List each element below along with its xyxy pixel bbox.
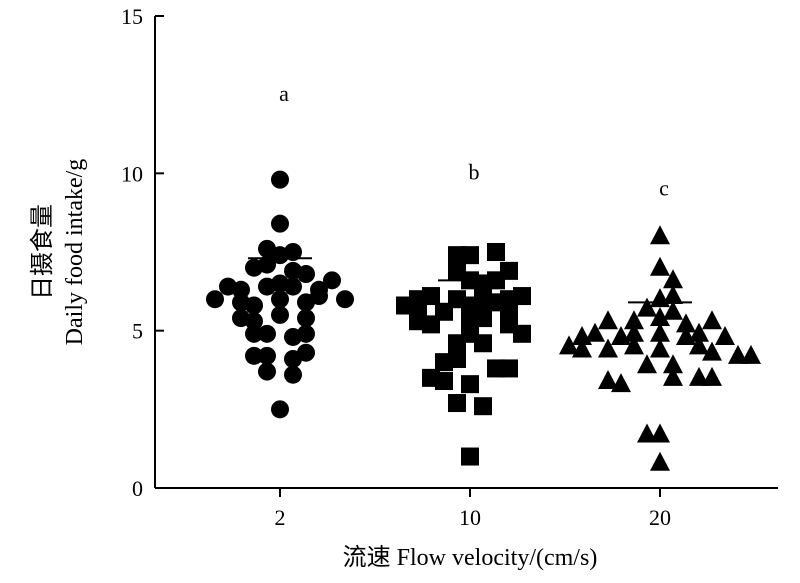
data-point-triangle bbox=[702, 341, 722, 361]
data-point-circle bbox=[336, 290, 354, 309]
data-point-square bbox=[513, 324, 531, 343]
data-point-circle bbox=[232, 280, 250, 299]
mean-lines bbox=[248, 257, 692, 304]
data-point-triangle bbox=[598, 338, 618, 358]
data-point-triangle bbox=[611, 373, 631, 393]
data-point-triangle bbox=[689, 335, 709, 355]
y-axis-title-chinese: 日摄食量 bbox=[29, 204, 56, 300]
data-point-triangle bbox=[663, 300, 683, 320]
significance-labels: a b c bbox=[279, 81, 669, 200]
data-point-square bbox=[422, 315, 440, 334]
data-point-circle bbox=[271, 290, 289, 309]
data-point-square bbox=[461, 246, 479, 265]
data-point-circle bbox=[297, 343, 315, 362]
x-ticks: 2 10 20 bbox=[275, 488, 671, 530]
data-point-square bbox=[474, 334, 492, 353]
data-point-square bbox=[474, 397, 492, 416]
data-point-triangle bbox=[741, 344, 761, 364]
data-point-square bbox=[461, 375, 479, 394]
data-point-circle bbox=[258, 346, 276, 365]
data-point-triangle bbox=[572, 338, 592, 358]
data-point-triangle bbox=[650, 338, 670, 358]
data-point-triangle bbox=[650, 322, 670, 342]
y-tick-label: 0 bbox=[132, 476, 143, 501]
data-points bbox=[206, 170, 761, 471]
data-point-circle bbox=[245, 324, 263, 343]
data-point-square bbox=[513, 287, 531, 306]
significance-label: a bbox=[279, 81, 289, 106]
y-ticks: 0 5 10 15 bbox=[121, 4, 164, 501]
data-point-triangle bbox=[598, 369, 618, 389]
data-point-triangle bbox=[689, 322, 709, 342]
data-point-triangle bbox=[663, 285, 683, 305]
data-point-circle bbox=[245, 346, 263, 365]
data-point-triangle bbox=[637, 297, 657, 317]
data-point-triangle bbox=[559, 335, 579, 355]
data-point-circle bbox=[258, 362, 276, 381]
y-axis-title-english: Daily food intake/g bbox=[62, 159, 88, 346]
data-point-triangle bbox=[702, 366, 722, 386]
data-point-triangle bbox=[676, 313, 696, 333]
data-point-circle bbox=[271, 400, 289, 419]
data-point-triangle bbox=[663, 269, 683, 289]
data-point-triangle bbox=[650, 256, 670, 276]
data-point-square bbox=[500, 359, 518, 378]
data-point-circle bbox=[206, 290, 224, 309]
x-tick-label: 2 bbox=[275, 505, 286, 530]
data-point-circle bbox=[245, 312, 263, 331]
data-point-triangle bbox=[650, 451, 670, 471]
data-point-triangle bbox=[715, 325, 735, 345]
data-point-triangle bbox=[702, 310, 722, 330]
y-tick-label: 5 bbox=[132, 319, 143, 344]
data-point-triangle bbox=[585, 322, 605, 342]
data-point-triangle bbox=[650, 307, 670, 327]
significance-label: b bbox=[469, 160, 480, 185]
data-point-square bbox=[448, 349, 466, 368]
data-point-square bbox=[448, 334, 466, 353]
data-point-circle bbox=[284, 277, 302, 296]
data-point-square bbox=[435, 372, 453, 391]
data-point-circle bbox=[323, 271, 341, 290]
data-point-circle bbox=[284, 365, 302, 384]
y-tick-label: 15 bbox=[121, 4, 143, 29]
data-point-triangle bbox=[598, 310, 618, 330]
data-point-circle bbox=[258, 324, 276, 343]
data-point-circle bbox=[271, 170, 289, 189]
data-point-square bbox=[448, 394, 466, 413]
data-point-square bbox=[487, 243, 505, 261]
data-point-square bbox=[422, 287, 440, 306]
data-point-circle bbox=[271, 305, 289, 324]
data-point-circle bbox=[297, 265, 315, 284]
data-point-square bbox=[461, 447, 479, 466]
data-point-triangle bbox=[728, 344, 748, 364]
data-point-circle bbox=[297, 309, 315, 328]
data-point-triangle bbox=[663, 354, 683, 374]
data-point-triangle bbox=[650, 225, 670, 245]
y-tick-label: 10 bbox=[121, 161, 143, 186]
data-point-square bbox=[474, 309, 492, 328]
data-point-circle bbox=[297, 324, 315, 343]
data-point-triangle bbox=[650, 423, 670, 443]
data-point-triangle bbox=[637, 354, 657, 374]
data-point-circle bbox=[258, 255, 276, 274]
data-point-triangle bbox=[624, 322, 644, 342]
data-point-circle bbox=[271, 214, 289, 233]
data-point-triangle bbox=[663, 366, 683, 386]
data-point-triangle bbox=[689, 366, 709, 386]
data-point-circle bbox=[245, 296, 263, 315]
x-axis-title: 流速 Flow velocity/(cm/s) bbox=[343, 544, 598, 571]
data-point-triangle bbox=[624, 335, 644, 355]
data-point-circle bbox=[284, 243, 302, 261]
x-tick-label: 10 bbox=[459, 505, 481, 530]
data-point-circle bbox=[310, 287, 328, 306]
data-point-triangle bbox=[624, 310, 644, 330]
axes bbox=[154, 16, 778, 489]
data-point-triangle bbox=[637, 423, 657, 443]
x-tick-label: 20 bbox=[649, 505, 671, 530]
significance-label: c bbox=[659, 175, 669, 200]
